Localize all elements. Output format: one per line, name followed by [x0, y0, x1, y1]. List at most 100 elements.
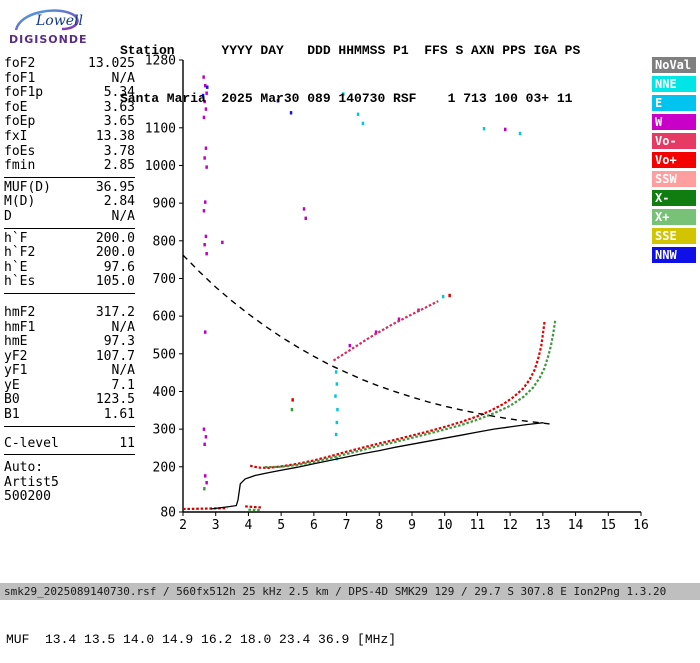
param-label: B0: [4, 393, 20, 408]
y-tick-label: 300: [153, 423, 176, 438]
param-value: 7.1: [112, 379, 135, 394]
noise-pixel: [203, 243, 206, 246]
x-tick-label: 11: [470, 518, 486, 533]
param-value: 13.38: [96, 130, 135, 145]
param-value: 317.2: [96, 306, 135, 321]
x-tick-label: 12: [502, 518, 518, 533]
param-value: 200.0: [96, 246, 135, 261]
y-tick-label: 800: [153, 234, 176, 249]
logo-text-digisonde: DIGISONDE: [9, 33, 87, 46]
logo-text-lowell: Lowell: [35, 13, 83, 29]
legend-item-vo: Vo-: [652, 133, 696, 149]
legend-item-e: E: [652, 95, 696, 111]
noise-pixel: [221, 241, 224, 244]
noise-pixel: [205, 235, 208, 238]
panel-divider: [4, 426, 135, 427]
param-label: h`F2: [4, 246, 35, 261]
param-label: h`Es: [4, 275, 35, 290]
noise-pixel: [205, 435, 208, 438]
noise-pixel: [448, 294, 451, 297]
legend-item-nnw: NNW: [652, 247, 696, 263]
x-tick-label: 14: [568, 518, 584, 533]
param-value: 123.5: [96, 393, 135, 408]
param-label: M(D): [4, 195, 35, 210]
noise-pixel: [335, 433, 338, 436]
legend-item-nne: NNE: [652, 76, 696, 92]
noise-pixel: [205, 147, 208, 150]
param-label: B1: [4, 408, 20, 423]
param-label: Artist5: [4, 476, 59, 491]
noise-pixel: [336, 421, 339, 424]
station-header-line1: Station YYYY DAY DDD HHMMSS P1 FFS S AXN…: [120, 43, 580, 59]
param-value: 13.025: [88, 57, 135, 72]
o-mode-f-trace: [250, 322, 544, 468]
param-value: 11: [119, 437, 135, 452]
legend-item-ssw: SSW: [652, 171, 696, 187]
x-tick-label: 2: [179, 518, 187, 533]
y-tick-label: 600: [153, 310, 176, 325]
param-value: 105.0: [96, 275, 135, 290]
noise-pixel: [203, 156, 206, 159]
noise-pixel: [205, 165, 208, 168]
param-label: fmin: [4, 159, 35, 174]
param-row-hmf2: hmF2 317.2: [4, 306, 135, 321]
true-height-profile: [211, 423, 544, 509]
noise-pixel: [336, 408, 339, 411]
y-tick-label: 500: [153, 347, 176, 362]
noise-pixel: [204, 330, 207, 333]
param-label: yF2: [4, 350, 27, 365]
station-header: Station YYYY DAY DDD HHMMSS P1 FFS S AXN…: [120, 11, 580, 123]
param-value: 1.61: [104, 408, 135, 423]
x-tick-label: 16: [633, 518, 649, 533]
noise-pixel: [519, 132, 522, 135]
noise-pixel: [504, 128, 507, 131]
y-tick-label: 200: [153, 460, 176, 475]
y-tick-label: 80: [160, 506, 176, 521]
y-tick-label: 1100: [145, 121, 176, 136]
noise-pixel: [205, 252, 208, 255]
noise-pixel: [349, 344, 352, 347]
noise-pixel: [442, 295, 445, 298]
second-hop-trace: [334, 301, 439, 361]
param-row-hes: h`Es 105.0: [4, 275, 135, 290]
x-tick-label: 8: [375, 518, 383, 533]
noise-pixel: [203, 487, 206, 490]
y-tick-label: 700: [153, 272, 176, 287]
param-row-500200: 500200: [4, 490, 135, 505]
param-label: foF1: [4, 72, 35, 87]
param-label: hmF1: [4, 321, 35, 336]
param-label: h`F: [4, 232, 27, 247]
x-tick-label: 5: [277, 518, 285, 533]
param-label: hmF2: [4, 306, 35, 321]
noise-pixel: [483, 127, 486, 130]
noise-pixel: [303, 207, 306, 210]
x-tick-label: 9: [408, 518, 416, 533]
param-value: 2.84: [104, 195, 135, 210]
legend-item-x: X-: [652, 190, 696, 206]
legend-item-w: W: [652, 114, 696, 130]
noise-pixel: [204, 200, 207, 203]
noise-pixel: [203, 209, 206, 212]
noise-pixel: [305, 217, 308, 220]
legend-item-vo: Vo+: [652, 152, 696, 168]
param-value: 97.3: [104, 335, 135, 350]
param-label: foEs: [4, 145, 35, 160]
panel-divider: [4, 228, 135, 229]
noise-pixel: [203, 428, 206, 431]
param-row-md: M(D) 2.84: [4, 195, 135, 210]
legend-item-x: X+: [652, 209, 696, 225]
x-tick-label: 15: [600, 518, 616, 533]
status-bar: smk29_2025089140730.rsf / 560fx512h 25 k…: [0, 583, 700, 600]
